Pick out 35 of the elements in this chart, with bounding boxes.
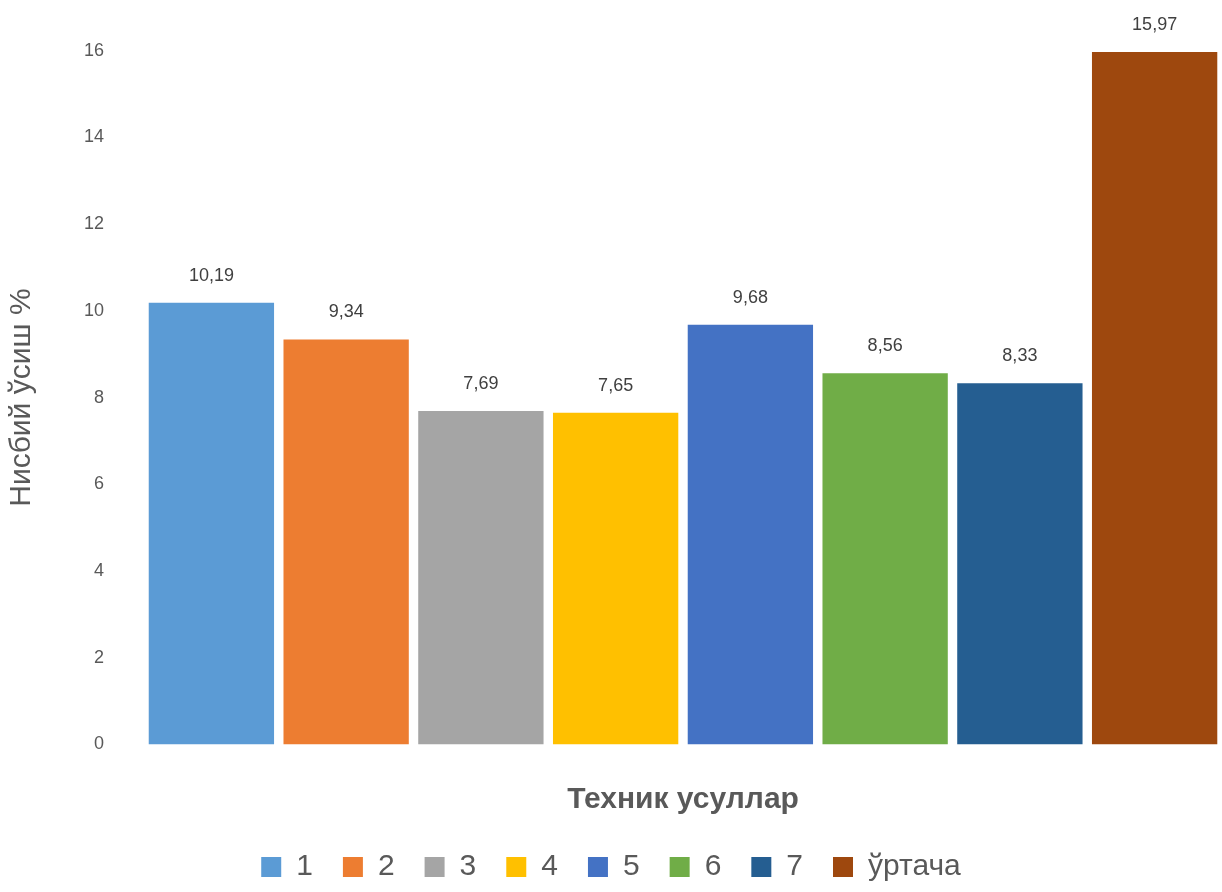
bar <box>418 411 544 745</box>
y-tick-label: 12 <box>83 213 105 234</box>
bar <box>957 383 1083 745</box>
y-tick-label: 0 <box>94 733 105 754</box>
y-tick-label: 4 <box>94 559 105 580</box>
x-axis-title: Техник усуллар <box>567 781 799 815</box>
data-label: 9,68 <box>732 286 768 307</box>
data-label: 9,34 <box>328 301 364 322</box>
legend-label: 6 <box>704 848 722 882</box>
y-tick-label: 10 <box>83 299 105 320</box>
data-label: 15,97 <box>1132 14 1178 35</box>
bar <box>687 324 814 745</box>
data-label: 8,33 <box>1002 345 1038 366</box>
y-axis-title: Нисбий ўсиш % <box>3 288 37 507</box>
bar <box>822 373 948 745</box>
data-label: 7,69 <box>463 373 499 394</box>
bar <box>283 339 409 745</box>
legend-label: ўртача <box>868 848 962 882</box>
legend-label: 2 <box>377 848 395 882</box>
legend-label: 4 <box>541 848 558 882</box>
data-label: 7,65 <box>598 374 634 395</box>
legend-label: 3 <box>459 848 477 882</box>
legend-label: 1 <box>296 848 313 882</box>
y-tick-label: 16 <box>83 39 105 60</box>
bar <box>148 302 275 745</box>
data-label: 8,56 <box>867 335 903 356</box>
y-tick-label: 8 <box>94 386 105 407</box>
bar <box>1091 52 1218 745</box>
bar <box>552 412 679 745</box>
legend-label: 7 <box>786 848 804 882</box>
y-tick-label: 14 <box>83 126 105 147</box>
y-tick-label: 2 <box>94 646 105 667</box>
legend-label: 5 <box>622 848 640 882</box>
y-tick-label: 6 <box>94 473 105 494</box>
data-label: 10,19 <box>188 264 234 285</box>
